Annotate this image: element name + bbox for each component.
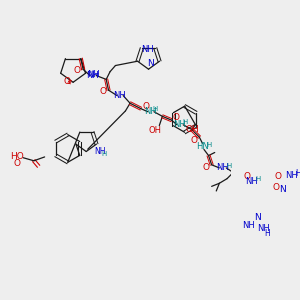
Text: OH: OH: [148, 126, 161, 135]
Text: HO: HO: [10, 152, 24, 161]
Text: O: O: [74, 66, 80, 75]
Text: H: H: [182, 119, 187, 125]
Text: H: H: [226, 163, 231, 169]
Text: O: O: [100, 87, 106, 96]
Text: O: O: [190, 136, 197, 145]
Text: O: O: [244, 172, 250, 181]
Text: NH: NH: [94, 146, 105, 155]
Text: NH: NH: [216, 164, 229, 172]
Text: NH: NH: [87, 70, 100, 79]
Text: H: H: [255, 176, 260, 182]
Text: NH: NH: [173, 120, 186, 129]
Text: O: O: [203, 163, 210, 172]
Text: O: O: [273, 183, 280, 192]
Text: N: N: [147, 59, 154, 68]
Text: H: H: [264, 229, 270, 238]
Text: H: H: [101, 151, 107, 157]
Text: NH: NH: [141, 45, 154, 54]
Text: O: O: [274, 172, 281, 181]
Text: H: H: [153, 106, 158, 112]
Text: H: H: [207, 142, 212, 148]
Text: O: O: [143, 102, 150, 111]
Text: NH: NH: [144, 107, 156, 116]
Text: NH: NH: [113, 91, 126, 100]
Text: NH: NH: [258, 224, 270, 233]
Text: O: O: [64, 77, 70, 86]
Text: OH: OH: [185, 125, 199, 134]
Text: O: O: [14, 159, 20, 168]
Text: NH: NH: [86, 71, 99, 80]
Text: H: H: [295, 169, 300, 178]
Text: NH: NH: [285, 171, 298, 180]
Text: N: N: [254, 213, 261, 222]
Text: O: O: [173, 112, 180, 122]
Text: N: N: [279, 185, 286, 194]
Text: NH: NH: [245, 177, 258, 186]
Text: HN: HN: [196, 142, 209, 151]
Text: NH: NH: [242, 221, 255, 230]
